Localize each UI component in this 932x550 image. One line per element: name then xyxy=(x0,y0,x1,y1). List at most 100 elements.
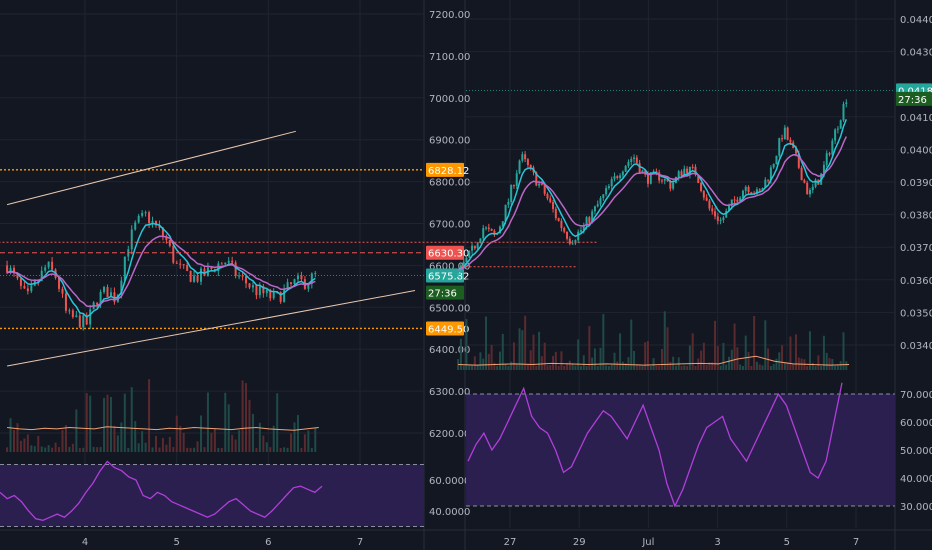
right-candle-body xyxy=(641,170,644,173)
left-candle-body xyxy=(85,315,88,325)
right-candle-body xyxy=(529,164,532,168)
right-volume-bar xyxy=(588,326,591,370)
left-volume-bar xyxy=(123,393,126,452)
right-volume-bar xyxy=(781,345,784,370)
right-volume-bar xyxy=(462,365,465,370)
left-volume-bar xyxy=(206,392,209,452)
right-volume-bar xyxy=(806,365,809,370)
right-volume-bar xyxy=(605,365,608,370)
right-candle-body xyxy=(831,140,834,155)
right-rsi-line xyxy=(467,382,843,508)
right-volume-bar xyxy=(702,342,705,370)
right-volume-bar xyxy=(549,365,552,370)
right-volume-bar xyxy=(593,348,596,370)
right-candle-body xyxy=(540,183,543,185)
right-volume-bar xyxy=(468,365,471,370)
right-volume-bar xyxy=(529,350,532,370)
right-time-tick-label: 3 xyxy=(714,537,720,548)
left-volume-bar xyxy=(238,430,241,452)
right-volume-bar xyxy=(683,365,686,370)
right-candle-body xyxy=(694,166,697,175)
right-volume-bar xyxy=(482,358,485,370)
left-volume-bar xyxy=(58,447,61,452)
left-candle-body xyxy=(106,287,109,297)
left-trend-line[interactable] xyxy=(6,290,416,367)
right-volume-bar xyxy=(789,336,792,370)
right-volume-bar xyxy=(811,362,814,370)
left-volume-bar xyxy=(175,415,178,452)
left-volume-bar xyxy=(96,447,99,452)
left-candle-body xyxy=(47,261,50,268)
left-price-tick-label: 6900.00 xyxy=(429,136,470,147)
left-candle-body xyxy=(175,262,178,264)
right-volume-bar xyxy=(825,352,828,370)
right-candle-body xyxy=(471,245,474,251)
right-volume-bar xyxy=(641,365,644,370)
left-price-tag-label: 27:36 xyxy=(428,289,457,300)
right-volume-bar xyxy=(839,361,842,370)
left-volume-bar xyxy=(26,434,29,452)
left-candle-body xyxy=(40,270,43,281)
right-ema-slow-line xyxy=(457,136,847,271)
left-volume-bar xyxy=(258,422,261,452)
left-price-tick-label: 6700.00 xyxy=(429,220,470,231)
left-candle-body xyxy=(141,212,144,216)
left-candle-body xyxy=(30,285,33,292)
right-candle-body xyxy=(560,220,563,228)
right-price-tag xyxy=(896,91,932,106)
right-volume-bar xyxy=(694,366,697,370)
right-candle-body xyxy=(789,139,792,143)
left-candle-body xyxy=(61,288,64,294)
right-volume-bar xyxy=(498,351,501,370)
left-candle-body xyxy=(16,273,19,279)
right-candle-body xyxy=(828,153,831,155)
right-volume-bar xyxy=(669,361,672,370)
right-candle-body xyxy=(825,153,828,165)
right-candle-body xyxy=(571,243,574,245)
right-time-tick-label: 29 xyxy=(573,537,586,548)
right-candle-body xyxy=(468,250,471,258)
right-volume-bar xyxy=(697,358,700,370)
left-trend-line[interactable] xyxy=(6,130,296,206)
left-volume-ma-line xyxy=(7,426,319,431)
left-candle-body xyxy=(300,275,303,280)
left-volume-bar xyxy=(307,430,310,452)
right-volume-bar xyxy=(512,342,515,370)
left-volume-bar xyxy=(71,443,74,452)
right-candle-body xyxy=(619,175,622,179)
left-chart-panel[interactable]: 60.0000 40.0000 7200.00 7100.00 7000.00 6900.… xyxy=(0,0,470,548)
right-candle-body xyxy=(761,188,764,191)
right-volume-bar xyxy=(775,358,778,370)
left-volume-bar xyxy=(154,435,157,452)
right-volume-bar xyxy=(624,363,627,370)
left-volume-bar xyxy=(262,435,265,452)
right-candle-body xyxy=(702,191,705,198)
right-volume-bar xyxy=(686,365,689,370)
left-volume-bar xyxy=(220,447,223,452)
right-volume-bar xyxy=(585,365,588,370)
left-volume-bar xyxy=(314,427,317,452)
left-volume-bar xyxy=(227,404,230,452)
left-volume-bar xyxy=(106,394,109,452)
left-volume-bar xyxy=(23,438,26,452)
right-candle-body xyxy=(781,138,784,140)
left-volume-bar xyxy=(210,432,213,452)
right-volume-bar xyxy=(574,365,577,370)
left-candle-body xyxy=(13,267,16,274)
left-volume-bar xyxy=(54,442,57,452)
right-candle-body xyxy=(660,180,663,182)
right-candle-body xyxy=(666,178,669,182)
left-volume-bar xyxy=(33,446,36,452)
left-candle-body xyxy=(314,273,317,275)
right-volume-bar xyxy=(730,349,733,370)
right-candle-body xyxy=(538,183,541,186)
right-volume-bar xyxy=(526,364,529,370)
left-volume-bar xyxy=(269,447,272,452)
left-price-tick-label: 6400.00 xyxy=(429,345,470,356)
right-volume-bar xyxy=(644,342,647,370)
right-volume-bar xyxy=(557,365,560,370)
